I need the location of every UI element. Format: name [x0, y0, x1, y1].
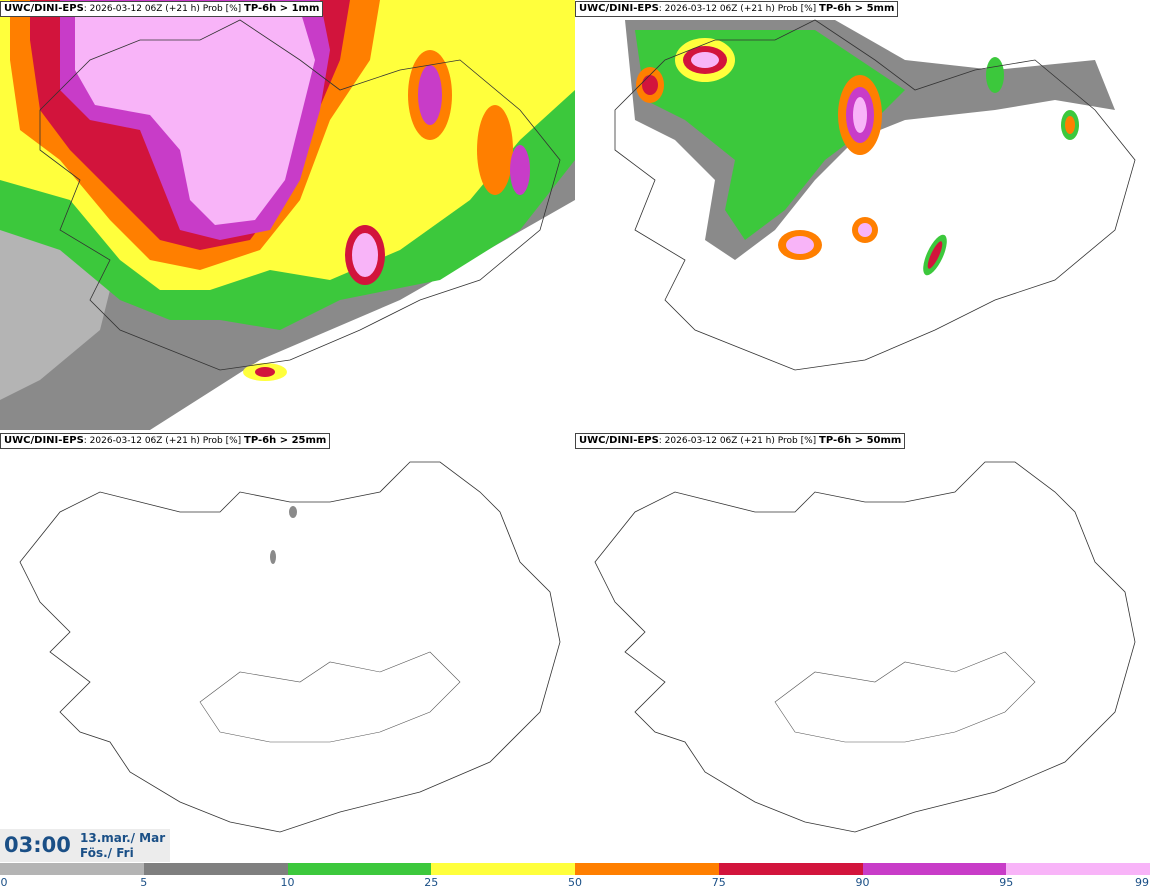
colorbar-segment: [143, 863, 288, 875]
colorbar-tick-label: 99: [1135, 876, 1149, 889]
map-panel-1mm: UWC/DINI-EPS: 2026-03-12 06Z (+21 h) Pro…: [0, 0, 575, 430]
valid-time-box: 03:00 13.mar./ Mar Fös./ Fri: [0, 829, 170, 862]
colorbar-tick-label: 25: [424, 876, 439, 889]
colorbar-segment: [287, 863, 432, 875]
panel-title: UWC/DINI-EPS: 2026-03-12 06Z (+21 h) Pro…: [0, 433, 331, 449]
colorbar-tick-label: 0: [0, 876, 8, 889]
colorbar-segment: [718, 863, 863, 875]
colorbar: [0, 863, 1150, 875]
colorbar-tick-label: 10: [280, 876, 295, 889]
prob-map-5mm: [575, 0, 1150, 430]
colorbar-segment: [1006, 863, 1150, 875]
panel-title: UWC/DINI-EPS: 2026-03-12 06Z (+21 h) Pro…: [575, 433, 906, 449]
panel-title: UWC/DINI-EPS: 2026-03-12 06Z (+21 h) Pro…: [575, 1, 899, 17]
prob-map-1mm: [0, 0, 575, 430]
colorbar-segment: [575, 863, 719, 875]
prob-map-50mm: [575, 432, 1150, 862]
colorbar-tick-label: 5: [140, 876, 148, 889]
colorbar-tick-label: 50: [568, 876, 582, 889]
valid-time: 03:00: [4, 833, 71, 857]
colorbar-tick-label: 75: [711, 876, 726, 889]
colorbar-tick-label: 95: [999, 876, 1014, 889]
colorbar-segment: [862, 863, 1007, 875]
panel-title: UWC/DINI-EPS: 2026-03-12 06Z (+21 h) Pro…: [0, 1, 324, 17]
map-panel-50mm: UWC/DINI-EPS: 2026-03-12 06Z (+21 h) Pro…: [575, 432, 1150, 862]
prob-map-25mm: [0, 432, 575, 862]
colorbar-segment: [0, 863, 144, 875]
colorbar-segment: [431, 863, 575, 875]
map-panel-25mm: UWC/DINI-EPS: 2026-03-12 06Z (+21 h) Pro…: [0, 432, 575, 862]
valid-weekday: Fös./ Fri: [80, 846, 134, 860]
valid-date: 13.mar./ Mar: [80, 831, 166, 845]
colorbar-tick-label: 90: [855, 876, 870, 889]
map-panel-5mm: UWC/DINI-EPS: 2026-03-12 06Z (+21 h) Pro…: [575, 0, 1150, 430]
